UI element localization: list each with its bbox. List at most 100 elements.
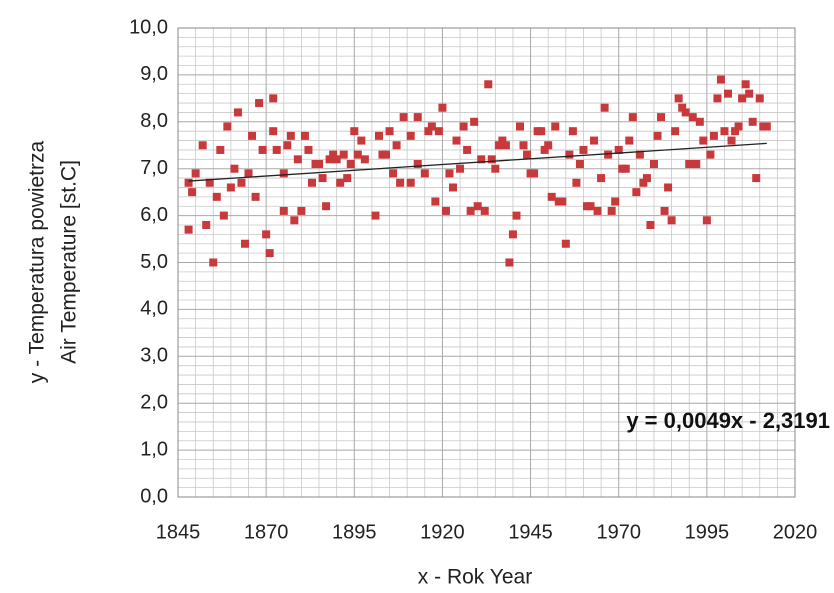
point: [600, 103, 609, 112]
point: [494, 141, 503, 150]
point: [716, 75, 725, 84]
point: [632, 188, 641, 197]
point: [614, 145, 623, 154]
point: [315, 160, 324, 169]
point: [515, 122, 524, 131]
point: [339, 150, 348, 159]
point: [269, 127, 278, 136]
point: [322, 202, 331, 211]
point: [547, 192, 556, 201]
point: [590, 136, 599, 145]
point: [664, 183, 673, 192]
y-axis-label: y - Temperatura powietrza: [26, 140, 49, 383]
point: [607, 206, 616, 215]
point: [262, 230, 271, 239]
point: [307, 178, 316, 187]
point: [748, 117, 757, 126]
point: [396, 178, 405, 187]
y-tick-label: 8,0: [140, 110, 168, 132]
point: [741, 80, 750, 89]
point: [537, 127, 546, 136]
point: [325, 155, 334, 164]
point: [216, 145, 225, 154]
point: [628, 113, 637, 122]
x-tick-label: 1870: [244, 521, 289, 543]
point: [265, 249, 274, 258]
y-tick-label: 10,0: [129, 16, 168, 38]
point: [449, 183, 458, 192]
point: [755, 94, 764, 103]
point: [498, 136, 507, 145]
point: [427, 122, 436, 131]
point: [269, 94, 278, 103]
y-tick-label: 1,0: [140, 438, 168, 460]
point: [480, 206, 489, 215]
point: [382, 150, 391, 159]
trendline: [188, 142, 767, 182]
point: [678, 103, 687, 112]
point: [695, 117, 704, 126]
point: [706, 150, 715, 159]
point: [438, 103, 447, 112]
plot-border: [177, 27, 796, 498]
point: [374, 131, 383, 140]
point: [604, 150, 613, 159]
point: [653, 131, 662, 140]
point: [286, 131, 295, 140]
point: [512, 211, 521, 220]
point: [329, 150, 338, 159]
point: [674, 94, 683, 103]
point: [692, 160, 701, 169]
point: [198, 141, 207, 150]
point: [392, 141, 401, 150]
point: [699, 136, 708, 145]
point: [642, 174, 651, 183]
point: [255, 99, 264, 108]
point: [505, 258, 514, 267]
point: [473, 202, 482, 211]
point: [456, 164, 465, 173]
point: [720, 127, 729, 136]
point: [304, 145, 313, 154]
point: [434, 127, 443, 136]
point: [191, 169, 200, 178]
point: [219, 211, 228, 220]
point: [293, 155, 302, 164]
point: [290, 216, 299, 225]
y-axis-label: Air Temperature [st.C]: [58, 160, 81, 364]
point: [671, 127, 680, 136]
point: [702, 216, 711, 225]
point: [639, 178, 648, 187]
x-tick-label: 1995: [685, 521, 730, 543]
point: [551, 122, 560, 131]
point: [258, 145, 267, 154]
point: [272, 145, 281, 154]
x-tick-label: 1945: [508, 521, 553, 543]
point: [452, 136, 461, 145]
point: [649, 160, 658, 169]
point: [519, 141, 528, 150]
point: [371, 211, 380, 220]
point: [445, 169, 454, 178]
point: [762, 122, 771, 131]
x-tick-label: 1970: [596, 521, 641, 543]
point: [558, 197, 567, 206]
point: [441, 206, 450, 215]
y-tick-label: 6,0: [140, 204, 168, 226]
point: [226, 183, 235, 192]
y-tick-label: 7,0: [140, 157, 168, 179]
point: [734, 122, 743, 131]
y-tick-label: 5,0: [140, 251, 168, 273]
point: [657, 113, 666, 122]
y-tick-label: 0,0: [140, 485, 168, 507]
point: [209, 258, 218, 267]
point: [230, 164, 239, 173]
point: [597, 174, 606, 183]
x-tick-label: 1920: [420, 521, 465, 543]
point: [568, 127, 577, 136]
point: [202, 220, 211, 229]
point: [223, 122, 232, 131]
point: [212, 192, 221, 201]
point: [466, 206, 475, 215]
